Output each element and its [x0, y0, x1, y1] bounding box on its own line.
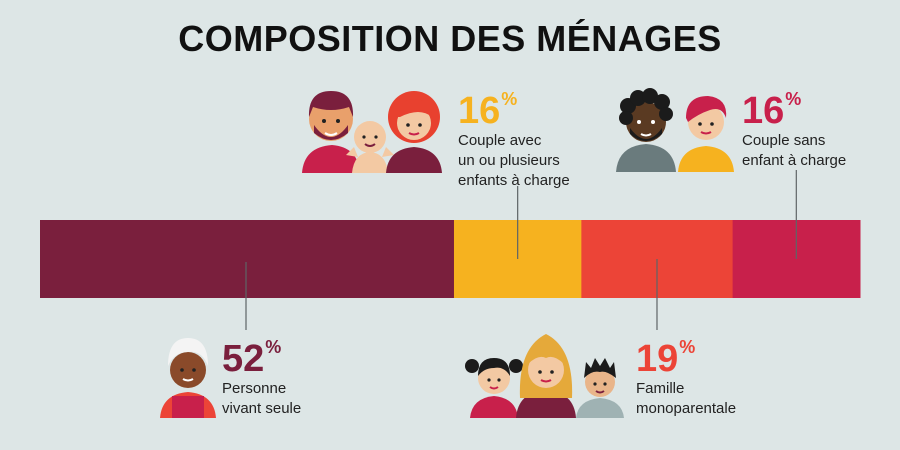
label-text-seule: Personne vivant seule [222, 379, 301, 419]
label-text-couple-enfants: Couple avec un ou plusieurs enfants à ch… [458, 131, 570, 191]
label-value-couple-enfants: 16% [458, 89, 518, 132]
single-parent-family-icon [465, 334, 624, 418]
label-value-couple-sans: 16% [742, 89, 802, 132]
percent-sign: % [501, 89, 518, 109]
percent-sign: % [785, 89, 802, 109]
couple-icon [616, 88, 734, 172]
label-line: Personne [222, 380, 287, 397]
couple-with-child-icon [302, 91, 442, 173]
single-person-icon [160, 338, 216, 418]
percent-sign: % [679, 337, 696, 357]
value-number: 19 [636, 338, 679, 380]
label-value-monoparentale: 19% [636, 337, 696, 380]
label-text-monoparentale: Famille monoparentale [636, 379, 736, 419]
label-line: un ou plusieurs [458, 152, 560, 169]
value-number: 16 [742, 90, 785, 132]
label-value-seule: 52% [222, 337, 282, 380]
label-line: monoparentale [636, 400, 737, 417]
value-number: 52 [222, 338, 265, 380]
label-line: vivant seule [222, 400, 302, 417]
chart-title: COMPOSITION DES MÉNAGES [178, 18, 722, 59]
segment-personne-seule [40, 220, 455, 298]
label-line: Famille [636, 380, 685, 397]
value-number: 16 [458, 90, 501, 132]
label-line: Couple avec [458, 132, 542, 149]
percent-sign: % [265, 337, 282, 357]
label-line: enfants à charge [458, 172, 570, 189]
label-text-couple-sans: Couple sans enfant à charge [742, 131, 846, 171]
label-line: Couple sans [742, 132, 826, 149]
label-line: enfant à charge [742, 152, 847, 169]
